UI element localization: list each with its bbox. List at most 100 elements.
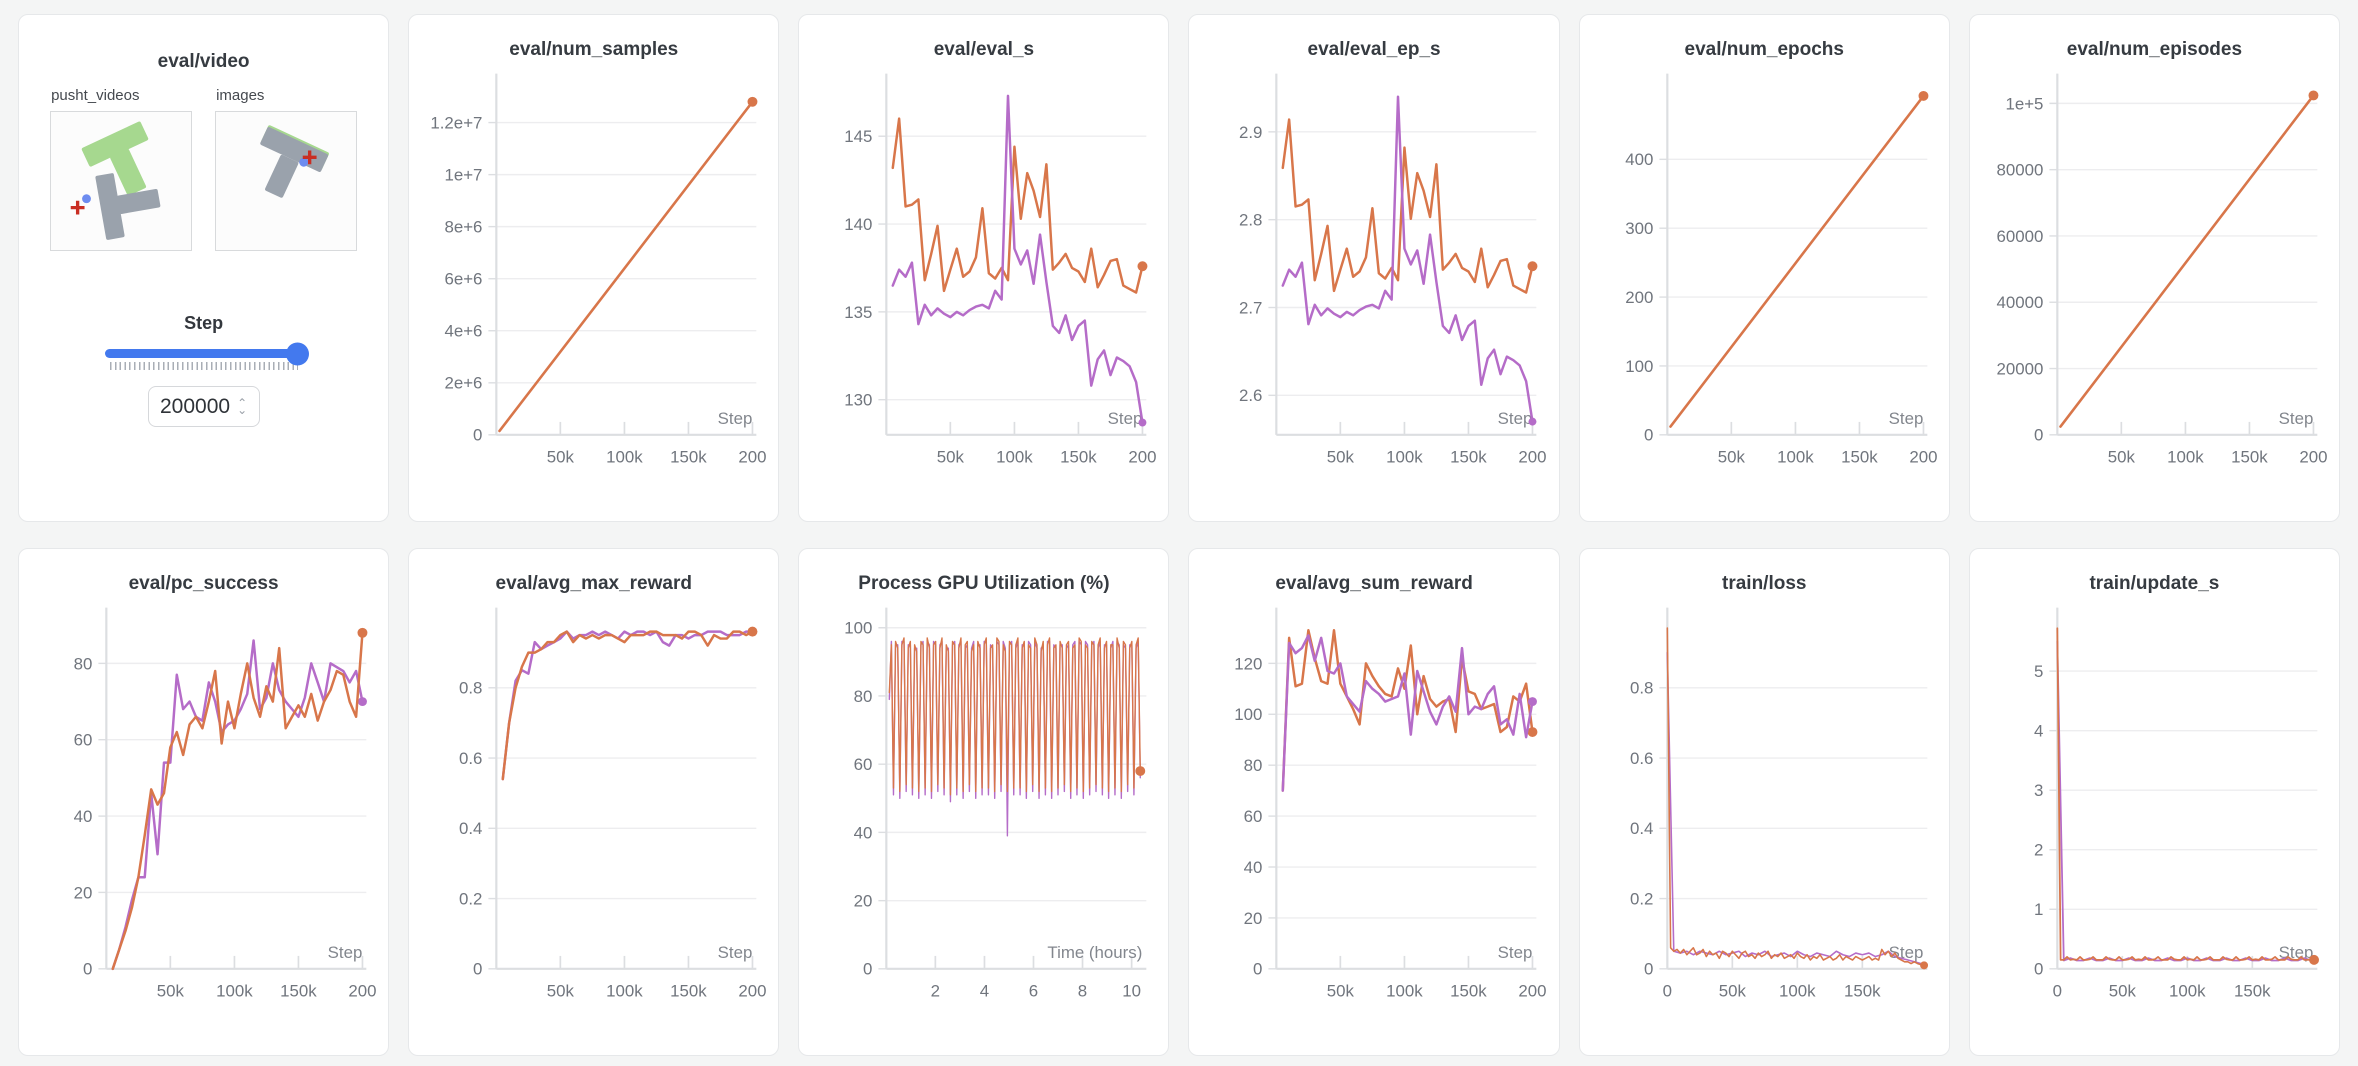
- svg-text:50k: 50k: [1327, 448, 1355, 467]
- svg-text:0: 0: [2034, 426, 2043, 445]
- svg-text:Step: Step: [328, 943, 363, 962]
- svg-text:1: 1: [2034, 900, 2043, 919]
- svg-text:150k: 150k: [1060, 448, 1097, 467]
- svg-text:1.2e+7: 1.2e+7: [431, 113, 483, 132]
- svg-text:200: 200: [1519, 982, 1547, 1001]
- svg-text:60: 60: [854, 755, 873, 774]
- step-slider[interactable]: [19, 342, 388, 370]
- svg-text:40000: 40000: [1996, 293, 2043, 312]
- svg-text:145: 145: [845, 127, 873, 146]
- chart-canvas-num-epochs[interactable]: 0 100 200 300 400 50k 100k 150k 200 Step: [1580, 66, 1949, 498]
- svg-text:0: 0: [1644, 426, 1653, 445]
- panel-gpu-utilization: Process GPU Utilization (%) 0 20 40 60 80 100…: [798, 548, 1170, 1056]
- panel-title-eval-video: eval/video: [157, 51, 250, 72]
- svg-text:20: 20: [854, 892, 873, 911]
- svg-text:0.8: 0.8: [1630, 679, 1653, 698]
- step-input[interactable]: 200000 ⌃ ⌄: [147, 386, 260, 427]
- svg-text:150k: 150k: [280, 982, 317, 1001]
- svg-text:0: 0: [2034, 960, 2043, 979]
- svg-text:Step: Step: [718, 943, 753, 962]
- svg-text:100k: 100k: [1387, 982, 1424, 1001]
- svg-text:Step: Step: [2278, 409, 2313, 428]
- svg-text:0.4: 0.4: [459, 819, 482, 838]
- panel-train-loss: train/loss 0 0.2 0.4 0.6 0.8 0 50k 100k 150k Step: [1578, 548, 1950, 1056]
- panel-title: eval/avg_sum_reward: [1275, 573, 1473, 594]
- step-slider-label: Step: [184, 313, 224, 333]
- svg-text:Step: Step: [718, 409, 753, 428]
- chart-canvas-num-samples[interactable]: 0 2e+6 4e+6 6e+6 8e+6 1e+7 1.2e+7 50k 100k 150k 20…: [409, 66, 778, 498]
- chart-canvas-num-episodes[interactable]: 0 20000 40000 60000 80000 1e+5 50k 100k 150k 200 S…: [1970, 66, 2339, 498]
- chart-canvas-avg-max-reward[interactable]: 0 0.2 0.4 0.6 0.8 50k 100k 150k 200 Step: [409, 600, 778, 1032]
- chart-canvas-avg-sum-reward[interactable]: 0 20 40 60 80 100 120 50k 100k 150k 200 Step: [1189, 600, 1558, 1032]
- svg-text:150k: 150k: [2231, 448, 2268, 467]
- svg-text:200: 200: [1519, 448, 1547, 467]
- stepper-arrows-icon[interactable]: ⌃ ⌄: [237, 395, 248, 417]
- svg-text:1e+5: 1e+5: [2005, 94, 2043, 113]
- panel-eval-eval-ep-s: eval/eval_ep_s 2.6 2.7 2.8 2.9 50k 100k 150k 20…: [1188, 14, 1560, 522]
- svg-text:130: 130: [845, 391, 873, 410]
- svg-text:100: 100: [1625, 357, 1653, 376]
- svg-text:400: 400: [1625, 150, 1653, 169]
- chart-canvas-eval-s[interactable]: 130 135 140 145 50k 100k 150k 200 Step: [799, 66, 1168, 498]
- dashboard-grid: eval/video pusht_videos: [18, 14, 2340, 1056]
- svg-text:50k: 50k: [2108, 448, 2136, 467]
- svg-text:0.4: 0.4: [1630, 819, 1653, 838]
- panel-title: eval/avg_max_reward: [495, 573, 692, 594]
- video-thumbnail-pusht[interactable]: [50, 111, 193, 251]
- panel-eval-eval-s: eval/eval_s 130 135 140 145 50k 100k 150k 200 St…: [798, 14, 1170, 522]
- chart-canvas-gpu-utilization[interactable]: 0 20 40 60 80 100 2 4 6 8 10 Time (hours): [799, 600, 1168, 1032]
- svg-text:6: 6: [1029, 982, 1038, 1001]
- svg-text:150k: 150k: [2234, 982, 2271, 1001]
- svg-text:40: 40: [854, 823, 873, 842]
- svg-text:0.6: 0.6: [459, 749, 482, 768]
- svg-text:1e+7: 1e+7: [445, 166, 483, 185]
- svg-text:Step: Step: [1498, 409, 1533, 428]
- chart-canvas-pc-success[interactable]: 0 20 40 60 80 50k 100k 150k 200 Step: [19, 600, 388, 1032]
- svg-text:100: 100: [845, 619, 873, 638]
- thumbnail-label-pusht-videos: pusht_videos: [51, 87, 140, 104]
- svg-text:200: 200: [1909, 448, 1937, 467]
- panel-train-update-s: train/update_s 0 1 2 3 4 5 0 50k 100k 150k Step: [1968, 548, 2340, 1056]
- panel-title: eval/num_samples: [509, 39, 679, 60]
- svg-text:150k: 150k: [1841, 448, 1878, 467]
- svg-text:150k: 150k: [670, 982, 707, 1001]
- svg-text:100k: 100k: [1779, 982, 1816, 1001]
- step-slider-track[interactable]: [104, 342, 309, 365]
- svg-text:140: 140: [845, 215, 873, 234]
- svg-text:200: 200: [2299, 448, 2327, 467]
- svg-text:0.2: 0.2: [1630, 889, 1653, 908]
- step-input-value[interactable]: 200000: [160, 394, 231, 418]
- svg-text:150k: 150k: [1451, 982, 1488, 1001]
- svg-text:50k: 50k: [157, 982, 185, 1001]
- svg-text:80000: 80000: [1996, 161, 2043, 180]
- svg-text:150k: 150k: [1451, 448, 1488, 467]
- svg-text:100k: 100k: [1777, 448, 1814, 467]
- svg-text:60: 60: [74, 731, 93, 750]
- panel-eval-video: eval/video pusht_videos: [18, 14, 390, 522]
- step-slider-handle[interactable]: [285, 342, 309, 365]
- svg-text:0.6: 0.6: [1630, 749, 1653, 768]
- images-scene-preview: [260, 125, 329, 198]
- chart-canvas-eval-ep-s[interactable]: 2.6 2.7 2.8 2.9 50k 100k 150k 200 Step: [1189, 66, 1558, 498]
- svg-text:8: 8: [1078, 982, 1087, 1001]
- chart-canvas-train-loss[interactable]: 0 0.2 0.4 0.6 0.8 0 50k 100k 150k Step: [1580, 600, 1949, 1032]
- svg-text:200: 200: [739, 982, 767, 1001]
- svg-text:0: 0: [2052, 982, 2061, 1001]
- svg-text:40: 40: [74, 807, 93, 826]
- svg-text:5: 5: [2034, 662, 2043, 681]
- video-thumbnail-images[interactable]: [215, 111, 358, 251]
- panel-title: Process GPU Utilization (%): [858, 573, 1110, 594]
- media-thumbnails: pusht_videos: [19, 87, 388, 251]
- svg-text:8e+6: 8e+6: [445, 218, 483, 237]
- svg-text:0: 0: [473, 426, 482, 445]
- chart-canvas-train-update-s[interactable]: 0 1 2 3 4 5 0 50k 100k 150k Step: [1970, 600, 2339, 1032]
- svg-text:100k: 100k: [2167, 448, 2204, 467]
- svg-text:10: 10: [1123, 982, 1142, 1001]
- svg-text:2e+6: 2e+6: [445, 374, 483, 393]
- svg-text:2.8: 2.8: [1239, 211, 1262, 230]
- svg-text:200: 200: [1625, 288, 1653, 307]
- panel-title: train/loss: [1722, 573, 1807, 594]
- panel-title: eval/eval_s: [933, 39, 1035, 60]
- svg-text:50k: 50k: [547, 982, 575, 1001]
- svg-text:2.9: 2.9: [1239, 123, 1262, 142]
